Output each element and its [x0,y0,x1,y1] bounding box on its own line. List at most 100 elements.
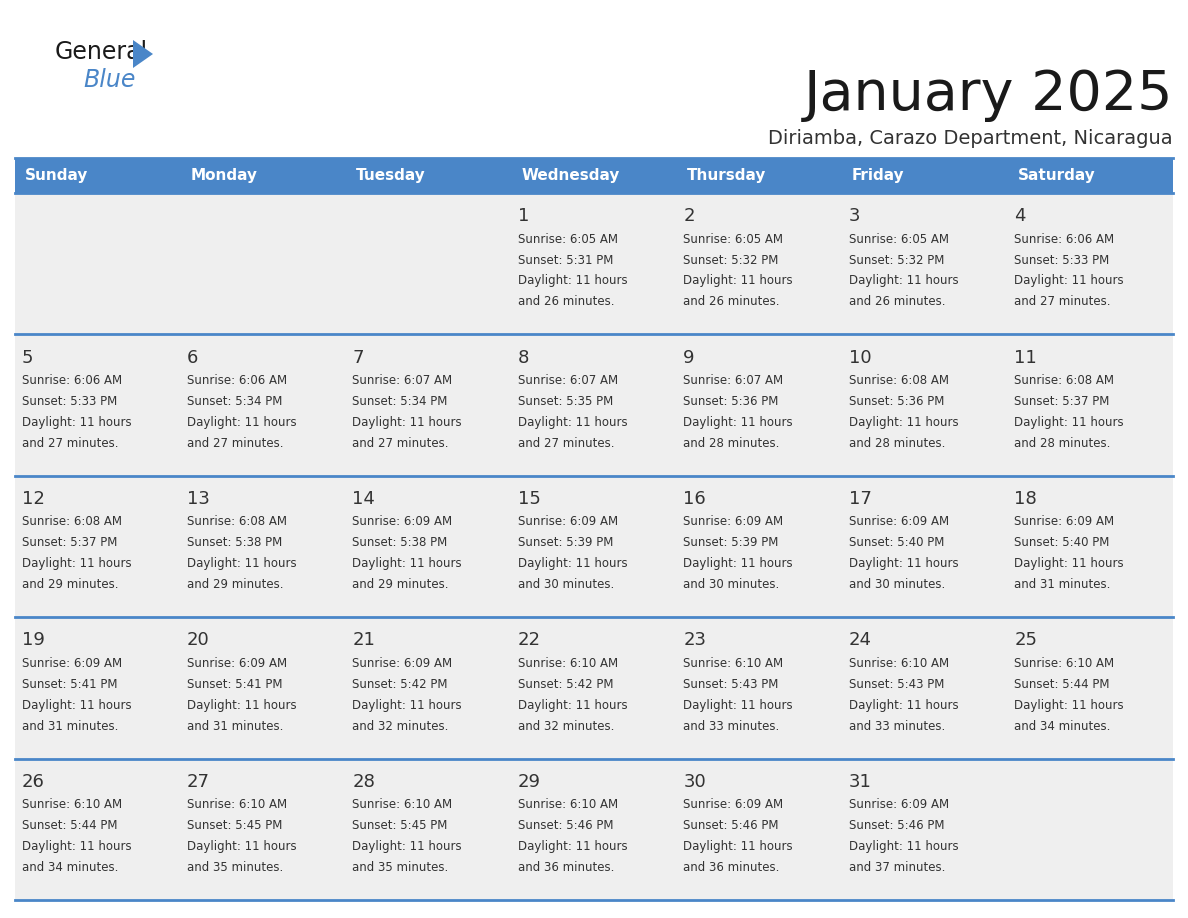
Bar [677,334,842,476]
Text: 10: 10 [848,349,871,366]
Text: Diriamba, Carazo Department, Nicaragua: Diriamba, Carazo Department, Nicaragua [769,129,1173,148]
Text: 27: 27 [187,773,210,790]
Text: Sunrise: 6:06 AM: Sunrise: 6:06 AM [187,374,287,387]
Text: Daylight: 11 hours: Daylight: 11 hours [21,840,131,853]
Text: Sunset: 5:38 PM: Sunset: 5:38 PM [187,536,283,549]
Text: Sunset: 5:32 PM: Sunset: 5:32 PM [848,253,944,266]
Text: Sunrise: 6:10 AM: Sunrise: 6:10 AM [518,798,618,812]
Text: and 31 minutes.: and 31 minutes. [187,720,284,733]
Text: 28: 28 [353,773,375,790]
Text: Daylight: 11 hours: Daylight: 11 hours [518,840,627,853]
Bar [346,476,511,617]
Text: Sunset: 5:34 PM: Sunset: 5:34 PM [353,395,448,408]
Bar [677,476,842,617]
Text: 26: 26 [21,773,44,790]
Text: Daylight: 11 hours: Daylight: 11 hours [848,840,959,853]
Text: and 27 minutes.: and 27 minutes. [518,437,614,450]
Text: Sunday: Sunday [25,168,88,183]
Text: Sunset: 5:38 PM: Sunset: 5:38 PM [353,536,448,549]
Bar [181,476,346,617]
Text: Saturday: Saturday [1017,168,1095,183]
Text: Daylight: 11 hours: Daylight: 11 hours [518,699,627,711]
Text: Daylight: 11 hours: Daylight: 11 hours [1015,274,1124,287]
Bar [15,193,181,334]
Text: Sunrise: 6:07 AM: Sunrise: 6:07 AM [353,374,453,387]
Text: Sunset: 5:37 PM: Sunset: 5:37 PM [21,536,116,549]
Text: Sunrise: 6:09 AM: Sunrise: 6:09 AM [848,798,949,812]
Text: 11: 11 [1015,349,1037,366]
Text: and 27 minutes.: and 27 minutes. [353,437,449,450]
Text: and 33 minutes.: and 33 minutes. [683,720,779,733]
Text: Sunrise: 6:08 AM: Sunrise: 6:08 AM [1015,374,1114,387]
Text: Sunrise: 6:05 AM: Sunrise: 6:05 AM [518,232,618,246]
Text: 9: 9 [683,349,695,366]
Text: 24: 24 [848,632,872,649]
Text: and 30 minutes.: and 30 minutes. [848,578,944,591]
Text: Sunrise: 6:09 AM: Sunrise: 6:09 AM [187,656,287,670]
Text: Sunrise: 6:08 AM: Sunrise: 6:08 AM [848,374,949,387]
Text: Daylight: 11 hours: Daylight: 11 hours [518,557,627,570]
Text: Daylight: 11 hours: Daylight: 11 hours [21,699,131,711]
Text: Sunset: 5:46 PM: Sunset: 5:46 PM [518,819,613,832]
Text: 3: 3 [848,207,860,225]
Bar [677,758,842,900]
Text: Daylight: 11 hours: Daylight: 11 hours [848,416,959,429]
Bar [1007,617,1173,758]
Text: Sunset: 5:33 PM: Sunset: 5:33 PM [21,395,116,408]
Text: Sunset: 5:46 PM: Sunset: 5:46 PM [683,819,779,832]
Text: Daylight: 11 hours: Daylight: 11 hours [353,699,462,711]
Text: and 28 minutes.: and 28 minutes. [683,437,779,450]
Text: and 27 minutes.: and 27 minutes. [21,437,118,450]
Text: and 31 minutes.: and 31 minutes. [21,720,118,733]
Text: and 36 minutes.: and 36 minutes. [518,861,614,874]
Text: Daylight: 11 hours: Daylight: 11 hours [518,416,627,429]
Bar [511,193,677,334]
Bar [181,193,346,334]
Text: Monday: Monday [190,168,258,183]
Bar [346,334,511,476]
Text: Sunset: 5:39 PM: Sunset: 5:39 PM [518,536,613,549]
Text: Sunset: 5:42 PM: Sunset: 5:42 PM [518,677,613,690]
Text: Sunrise: 6:10 AM: Sunrise: 6:10 AM [353,798,453,812]
Text: and 29 minutes.: and 29 minutes. [21,578,118,591]
Text: Daylight: 11 hours: Daylight: 11 hours [518,274,627,287]
Text: 6: 6 [187,349,198,366]
Bar [677,617,842,758]
Text: Daylight: 11 hours: Daylight: 11 hours [353,840,462,853]
Text: Sunset: 5:31 PM: Sunset: 5:31 PM [518,253,613,266]
Text: Sunset: 5:43 PM: Sunset: 5:43 PM [848,677,944,690]
Text: Sunset: 5:40 PM: Sunset: 5:40 PM [1015,536,1110,549]
Bar [181,334,346,476]
Bar [15,476,181,617]
Text: Sunrise: 6:10 AM: Sunrise: 6:10 AM [848,656,949,670]
Text: Sunrise: 6:07 AM: Sunrise: 6:07 AM [518,374,618,387]
Text: Sunset: 5:33 PM: Sunset: 5:33 PM [1015,253,1110,266]
Text: Sunset: 5:40 PM: Sunset: 5:40 PM [848,536,944,549]
Text: and 27 minutes.: and 27 minutes. [187,437,284,450]
Text: and 28 minutes.: and 28 minutes. [1015,437,1111,450]
Text: Daylight: 11 hours: Daylight: 11 hours [848,557,959,570]
Bar [15,158,1173,193]
Text: 12: 12 [21,490,44,508]
Bar [511,476,677,617]
Text: and 29 minutes.: and 29 minutes. [353,578,449,591]
Text: General: General [55,40,148,64]
Text: and 30 minutes.: and 30 minutes. [683,578,779,591]
Bar [842,334,1007,476]
Text: 21: 21 [353,632,375,649]
Text: 2: 2 [683,207,695,225]
Text: Sunrise: 6:09 AM: Sunrise: 6:09 AM [848,515,949,529]
Text: Sunset: 5:35 PM: Sunset: 5:35 PM [518,395,613,408]
Text: Sunrise: 6:09 AM: Sunrise: 6:09 AM [518,515,618,529]
Text: 29: 29 [518,773,541,790]
Bar [346,617,511,758]
Bar [677,193,842,334]
Text: Sunrise: 6:10 AM: Sunrise: 6:10 AM [187,798,287,812]
Text: Sunset: 5:37 PM: Sunset: 5:37 PM [1015,395,1110,408]
Bar [15,758,181,900]
Text: and 35 minutes.: and 35 minutes. [353,861,449,874]
Text: Daylight: 11 hours: Daylight: 11 hours [1015,416,1124,429]
Text: Sunrise: 6:09 AM: Sunrise: 6:09 AM [353,656,453,670]
Text: Sunrise: 6:10 AM: Sunrise: 6:10 AM [683,656,783,670]
Bar [842,758,1007,900]
